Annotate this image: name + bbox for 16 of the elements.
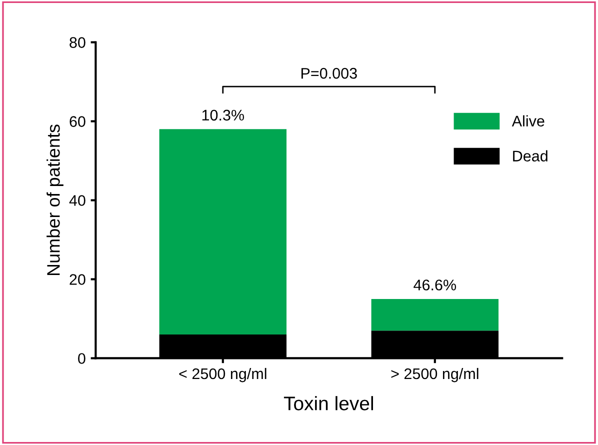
x-tick-label: > 2500 ng/ml (391, 368, 478, 382)
bar (371, 298, 499, 331)
bar (159, 129, 286, 335)
x-tick-label: < 2500 ng/ml (179, 368, 266, 382)
legend-label: Alive (512, 115, 544, 126)
annotation: 46.6% (414, 280, 456, 290)
y-axis-title: Number of patients (46, 124, 64, 276)
y-tick-label: 40 (69, 195, 86, 206)
annotation: P=0.003 (301, 68, 357, 79)
x-axis-title: Toxin level (284, 396, 373, 410)
legend-label: Dead (513, 150, 548, 162)
y-tick-label: 0 (78, 353, 86, 364)
annotation: 10.3% (202, 110, 244, 121)
y-tick-label: 80 (70, 37, 86, 48)
y-tick-label: 60 (70, 116, 86, 127)
y-tick-label: 20 (70, 274, 86, 285)
